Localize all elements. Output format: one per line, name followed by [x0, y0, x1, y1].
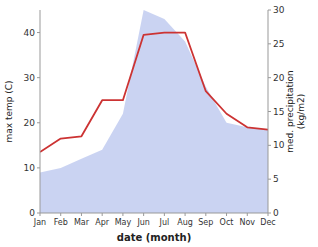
- y-tick-label: 0: [29, 208, 35, 218]
- x-tick-label: Mar: [74, 218, 90, 227]
- y2-tick-label: 20: [273, 73, 285, 83]
- x-tick: [247, 213, 248, 216]
- y2-tick-label: 5: [273, 174, 279, 184]
- x-tick: [102, 213, 103, 216]
- x-tick-label: Dec: [260, 218, 275, 227]
- x-tick-label: Feb: [54, 218, 68, 227]
- y-tick: [37, 77, 40, 78]
- x-tick: [164, 213, 165, 216]
- y2-tick: [268, 77, 271, 78]
- y2-tick: [268, 10, 271, 11]
- x-tick-label: Oct: [220, 218, 234, 227]
- y2-tick: [268, 111, 271, 112]
- plot-area: [40, 10, 268, 213]
- y2-axis-label-line: med. precipitation: [285, 70, 295, 152]
- y-tick-label: 40: [24, 28, 36, 38]
- x-tick: [185, 213, 186, 216]
- x-tick-label: May: [115, 218, 132, 227]
- y-tick-label: 30: [24, 73, 36, 83]
- y2-axis-label-line: (kg/m2): [296, 94, 306, 129]
- x-tick-label: Sep: [198, 218, 213, 227]
- y-tick-label: 20: [24, 118, 36, 128]
- y2-tick-label: 15: [273, 107, 284, 117]
- y2-tick-label: 0: [273, 208, 279, 218]
- temperature-line: [40, 33, 268, 153]
- y-tick: [37, 32, 40, 33]
- y-tick: [37, 122, 40, 123]
- y-tick-label: 10: [24, 163, 36, 173]
- y2-axis-label: med. precipitation(kg/m2): [285, 70, 306, 152]
- y-axis-line: [40, 10, 41, 213]
- x-tick-label: Jan: [33, 218, 46, 227]
- y2-tick: [268, 179, 271, 180]
- x-tick: [226, 213, 227, 216]
- y-axis-label: max temp (C): [4, 80, 14, 142]
- x-tick-label: Apr: [95, 218, 110, 227]
- y-tick: [37, 167, 40, 168]
- x-tick: [268, 213, 269, 216]
- precipitation-area: [40, 10, 268, 213]
- x-tick: [40, 213, 41, 216]
- x-tick: [122, 213, 123, 216]
- axes: 0 10 20 30 40 0 5 10 15 20 25 30 Jan Feb Mar Apr May Jun J…: [24, 5, 285, 227]
- x-tick-label: Jun: [136, 218, 150, 227]
- y2-tick-label: 25: [273, 39, 284, 49]
- y2-tick-label: 10: [273, 140, 285, 150]
- x-tick-label: Nov: [239, 218, 255, 227]
- x-tick: [205, 213, 206, 216]
- y2-tick: [268, 145, 271, 146]
- x-axis-line: [40, 213, 268, 214]
- y2-tick: [268, 43, 271, 44]
- x-tick: [81, 213, 82, 216]
- chart-svg: 0 10 20 30 40 0 5 10 15 20 25 30 Jan Feb Mar Apr May Jun J…: [0, 0, 318, 247]
- y2-tick-label: 30: [273, 5, 285, 15]
- x-axis-label: date (month): [117, 232, 191, 243]
- x-tick: [60, 213, 61, 216]
- x-tick: [143, 213, 144, 216]
- x-tick-label: Jul: [159, 218, 170, 227]
- x-tick-label: Aug: [177, 218, 193, 227]
- chart-container: 0 10 20 30 40 0 5 10 15 20 25 30 Jan Feb Mar Apr May Jun J…: [0, 0, 318, 247]
